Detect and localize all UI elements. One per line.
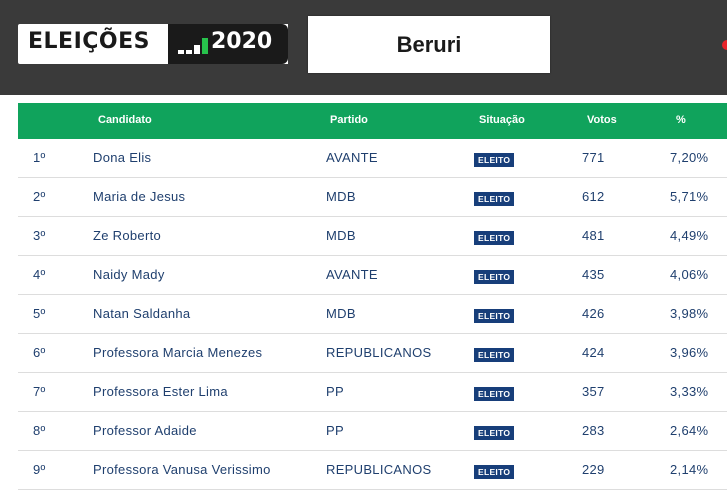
votes-cell: 771 bbox=[582, 150, 605, 165]
percent-cell: 3,33% bbox=[670, 384, 709, 399]
status-badge: ELEITO bbox=[474, 231, 515, 245]
candidate-name: Professora Marcia Menezes bbox=[93, 345, 263, 360]
rank-cell: 5º bbox=[33, 306, 46, 321]
table-body: 1º Dona Elis AVANTE 771 7,20% ELEITO 2º Maria d… bbox=[18, 139, 727, 490]
column-votes[interactable]: Votos bbox=[587, 114, 617, 126]
status-badge: ELEITO bbox=[474, 348, 515, 362]
rank-cell: 4º bbox=[33, 267, 46, 282]
votes-cell: 357 bbox=[582, 384, 605, 399]
status-badge: ELEITO bbox=[474, 309, 515, 323]
status-badge: ELEITO bbox=[474, 426, 515, 440]
party-cell: REPUBLICANOS bbox=[326, 462, 432, 477]
table-row[interactable]: 2º Maria de Jesus MDB 612 5,71% ELEITO bbox=[18, 178, 727, 217]
party-cell: REPUBLICANOS bbox=[326, 345, 432, 360]
status-badge: ELEITO bbox=[474, 270, 515, 284]
candidate-name: Professor Adaide bbox=[93, 423, 197, 438]
rank-cell: 8º bbox=[33, 423, 46, 438]
column-status[interactable]: Situação bbox=[479, 114, 525, 126]
votes-cell: 435 bbox=[582, 267, 605, 282]
status-badge: ELEITO bbox=[474, 387, 515, 401]
party-cell: PP bbox=[326, 384, 344, 399]
status-badge: ELEITO bbox=[474, 465, 515, 479]
table-row[interactable]: 3º Ze Roberto MDB 481 4,49% ELEITO bbox=[18, 217, 727, 256]
percent-cell: 2,14% bbox=[670, 462, 709, 477]
candidate-name: Professora Vanusa Verissimo bbox=[93, 462, 271, 477]
column-candidate[interactable]: Candidato bbox=[98, 114, 152, 126]
percent-cell: 2,64% bbox=[670, 423, 709, 438]
percent-cell: 3,96% bbox=[670, 345, 709, 360]
results-table: Candidato Partido Situação Votos % 1º Don… bbox=[18, 103, 727, 490]
rank-cell: 7º bbox=[33, 384, 46, 399]
percent-cell: 4,06% bbox=[670, 267, 709, 282]
percent-cell: 5,71% bbox=[670, 189, 709, 204]
logo-year: 2020 bbox=[211, 29, 273, 54]
percent-cell: 4,49% bbox=[670, 228, 709, 243]
votes-cell: 612 bbox=[582, 189, 605, 204]
rank-cell: 2º bbox=[33, 189, 46, 204]
party-cell: PP bbox=[326, 423, 344, 438]
votes-cell: 424 bbox=[582, 345, 605, 360]
table-row[interactable]: 6º Professora Marcia Menezes REPUBLICANOS 4… bbox=[18, 334, 727, 373]
candidate-name: Dona Elis bbox=[93, 150, 152, 165]
votes-cell: 229 bbox=[582, 462, 605, 477]
candidate-name: Ze Roberto bbox=[93, 228, 162, 243]
party-cell: MDB bbox=[326, 189, 356, 204]
table-row[interactable]: 9º Professora Vanusa Verissimo REPUBLICANO… bbox=[18, 451, 727, 490]
logo-year-block: 2020 bbox=[168, 24, 288, 64]
table-row[interactable]: 7º Professora Ester Lima PP 357 3,33% ELEITO bbox=[18, 373, 727, 412]
votes-cell: 426 bbox=[582, 306, 605, 321]
rank-cell: 9º bbox=[33, 462, 46, 477]
table-row[interactable]: 8º Professor Adaide PP 283 2,64% ELEITO bbox=[18, 412, 727, 451]
table-header: Candidato Partido Situação Votos % bbox=[18, 103, 727, 139]
candidate-name: Maria de Jesus bbox=[93, 189, 186, 204]
column-percent[interactable]: % bbox=[676, 114, 686, 126]
table-row[interactable]: 5º Natan Saldanha MDB 426 3,98% ELEITO bbox=[18, 295, 727, 334]
live-indicator-icon bbox=[722, 40, 727, 50]
candidate-name: Naidy Mady bbox=[93, 267, 165, 282]
header-bar: ELEIÇÕES 2020 Beruri bbox=[0, 0, 727, 95]
table-row[interactable]: 1º Dona Elis AVANTE 771 7,20% ELEITO bbox=[18, 139, 727, 178]
logo-title: ELEIÇÕES bbox=[28, 29, 150, 54]
votes-cell: 283 bbox=[582, 423, 605, 438]
elections-logo[interactable]: ELEIÇÕES 2020 bbox=[18, 24, 288, 64]
votes-cell: 481 bbox=[582, 228, 605, 243]
column-party[interactable]: Partido bbox=[330, 114, 368, 126]
party-cell: MDB bbox=[326, 306, 356, 321]
city-selector[interactable]: Beruri bbox=[308, 16, 550, 73]
percent-cell: 7,20% bbox=[670, 150, 709, 165]
rank-cell: 3º bbox=[33, 228, 46, 243]
party-cell: MDB bbox=[326, 228, 356, 243]
status-badge: ELEITO bbox=[474, 153, 515, 167]
rank-cell: 6º bbox=[33, 345, 46, 360]
table-row[interactable]: 4º Naidy Mady AVANTE 435 4,06% ELEITO bbox=[18, 256, 727, 295]
percent-cell: 3,98% bbox=[670, 306, 709, 321]
candidate-name: Natan Saldanha bbox=[93, 306, 191, 321]
party-cell: AVANTE bbox=[326, 267, 378, 282]
party-cell: AVANTE bbox=[326, 150, 378, 165]
candidate-name: Professora Ester Lima bbox=[93, 384, 228, 399]
rank-cell: 1º bbox=[33, 150, 46, 165]
status-badge: ELEITO bbox=[474, 192, 515, 206]
bar-chart-icon bbox=[178, 38, 208, 54]
